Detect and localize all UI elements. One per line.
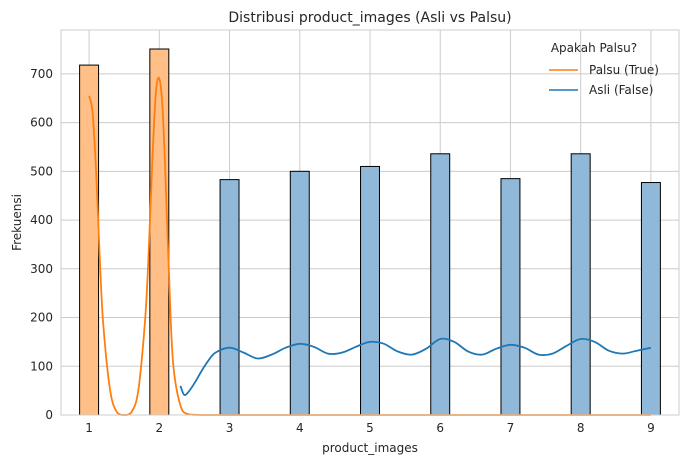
bar-asli-3 xyxy=(219,179,240,416)
bar-asli-9 xyxy=(640,182,661,416)
bar-palsu-2 xyxy=(149,48,170,416)
kde-line-asli-kde xyxy=(179,337,652,397)
x-tick-label: 8 xyxy=(577,421,585,435)
bar-asli-6 xyxy=(430,153,451,416)
x-tick-label: 9 xyxy=(647,421,655,435)
x-tick-label: 3 xyxy=(226,421,234,435)
x-tick-label: 1 xyxy=(85,421,93,435)
legend-label-palsu: Palsu (True) xyxy=(589,63,659,77)
plot-frame xyxy=(60,29,680,416)
legend: Apakah Palsu? Palsu (True) Asli (False) xyxy=(549,41,659,97)
x-tick-label: 2 xyxy=(155,421,163,435)
x-tick-labels: 1 2 3 4 5 6 7 8 9 xyxy=(85,421,654,435)
bar-asli-8 xyxy=(570,153,591,416)
y-tick-label: 500 xyxy=(30,164,53,178)
y-tick-label: 0 xyxy=(45,408,53,422)
chart-title: Distribusi product_images (Asli vs Palsu… xyxy=(228,10,511,26)
bar-asli-7 xyxy=(500,178,521,416)
y-tick-label: 600 xyxy=(30,116,53,130)
y-tick-label: 300 xyxy=(30,262,53,276)
legend-label-asli: Asli (False) xyxy=(589,83,653,97)
x-tick-label: 7 xyxy=(507,421,515,435)
y-axis-title: Frekuensi xyxy=(10,194,24,251)
x-tick-label: 6 xyxy=(436,421,444,435)
y-tick-label: 200 xyxy=(30,311,53,325)
bar-asli-4 xyxy=(289,170,310,416)
y-tick-labels: 0 100 200 300 400 500 600 700 xyxy=(30,67,53,422)
bar-palsu-1 xyxy=(79,64,100,416)
y-tick-label: 400 xyxy=(30,213,53,227)
legend-title: Apakah Palsu? xyxy=(551,41,637,55)
y-tick-label: 100 xyxy=(30,359,53,373)
x-tick-label: 4 xyxy=(296,421,304,435)
y-tick-label: 700 xyxy=(30,67,53,81)
bar-asli-5 xyxy=(360,165,380,416)
x-axis-title: product_images xyxy=(322,441,418,455)
x-tick-label: 5 xyxy=(366,421,374,435)
